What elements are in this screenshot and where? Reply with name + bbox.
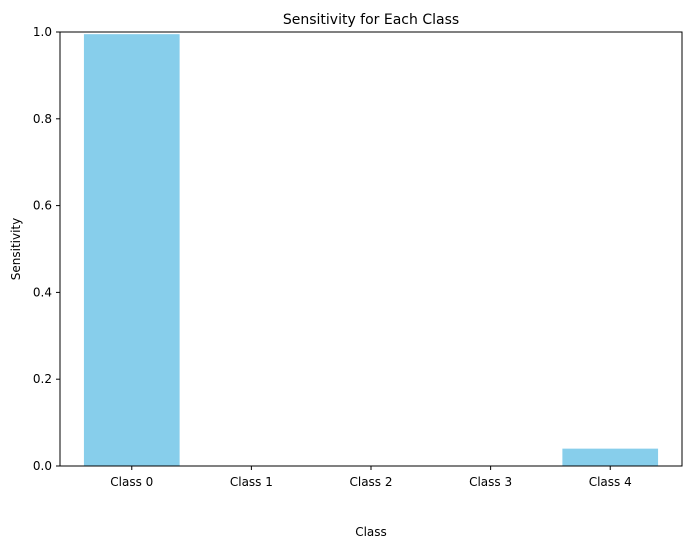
x-tick-label: Class 0	[110, 475, 153, 489]
y-tick-label: 0.4	[33, 285, 52, 299]
y-tick-label: 0.6	[33, 199, 52, 213]
x-tick-label: Class 3	[469, 475, 512, 489]
x-tick-label: Class 4	[589, 475, 632, 489]
bar-class-4	[562, 448, 659, 466]
x-axis: Class 0 Class 1 Class 2 Class 3 Class 4	[110, 466, 632, 489]
y-tick-label: 1.0	[33, 25, 52, 39]
x-tick-label: Class 2	[349, 475, 392, 489]
y-axis: 0.0 0.2 0.4 0.6 0.8 1.0	[33, 25, 60, 473]
plot-area-frame	[59, 31, 683, 467]
x-axis-label: Class	[355, 525, 387, 539]
y-tick-label: 0.0	[33, 459, 52, 473]
chart-title: Sensitivity for Each Class	[283, 12, 459, 28]
x-tick-label: Class 1	[230, 475, 273, 489]
bars-group	[83, 34, 659, 467]
bar-class-0	[83, 34, 180, 467]
y-axis-label: Sensitivity	[9, 218, 23, 280]
y-tick-label: 0.2	[33, 372, 52, 386]
y-tick-label: 0.8	[33, 112, 52, 126]
